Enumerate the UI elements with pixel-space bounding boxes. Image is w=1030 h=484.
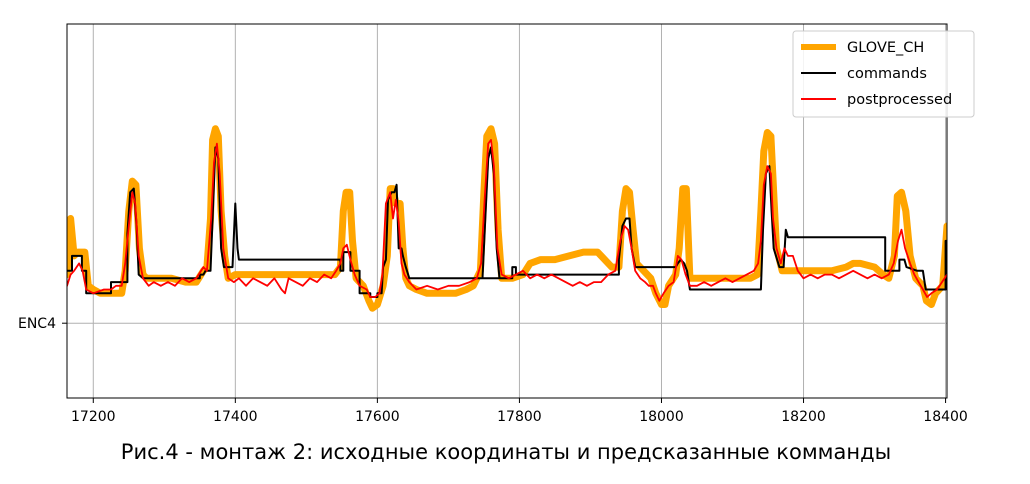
x-tick-label-0: 17200	[71, 409, 116, 425]
series-line-glove-ch	[67, 125, 947, 312]
chart: 17200 17400 17600 17800 18000 18200 18400ENC4 …	[18, 23, 975, 425]
x-tick-label-4: 18000	[639, 409, 684, 425]
x-tick-label-6: 18400	[923, 409, 968, 425]
ticks-layer: 17200 17400 17600 17800 18000 18200 18400 ENC4	[18, 316, 968, 425]
x-tick-label-5: 18200	[781, 409, 826, 425]
x-tick-label-1: 17400	[213, 409, 258, 425]
legend-box	[792, 30, 975, 118]
figure-caption: Рис.4 - монтаж 2: исходные координаты и …	[120, 440, 892, 464]
y-tick-label-0: ENC4	[18, 316, 56, 332]
legend-label-glove-ch: GLOVE_CH	[847, 40, 924, 56]
legend-entries: GLOVE_CH commands postprocessed	[801, 40, 952, 108]
legend: GLOVE_CH commands postprocessed	[792, 30, 975, 118]
legend-label-commands: commands	[847, 66, 927, 82]
x-tick-label-3: 17800	[497, 409, 542, 425]
x-tick-label-2: 17600	[355, 409, 400, 425]
legend-label-postprocessed: postprocessed	[847, 92, 952, 108]
plot-frame	[66, 23, 948, 399]
series-line-postprocessed	[67, 139, 947, 302]
series-layer	[67, 125, 947, 312]
series-line-commands	[67, 146, 947, 298]
